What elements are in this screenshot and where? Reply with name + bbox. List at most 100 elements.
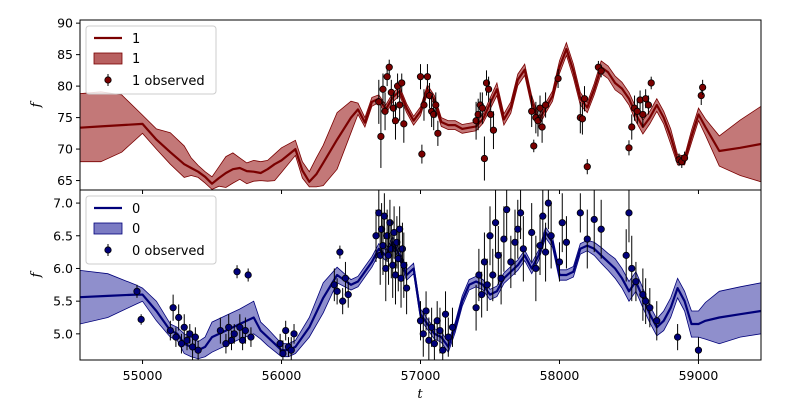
bottom-data-point	[376, 251, 384, 259]
bottom-data-point	[379, 241, 387, 250]
bottom-observed-point	[646, 288, 654, 328]
bottom-observed-point	[233, 265, 241, 279]
top-legend: 1 1 1 observed	[85, 25, 217, 95]
top-observed-point	[580, 86, 589, 112]
bottom-observed-point	[516, 190, 525, 240]
bottom-data-point	[536, 241, 544, 250]
top-y-tick-label: 75	[57, 110, 73, 125]
top-observed-point	[375, 79, 383, 124]
bottom-observed-point	[330, 268, 338, 302]
top-data-point	[418, 150, 426, 158]
top-legend-band-swatch	[93, 52, 123, 65]
bottom-data-point	[137, 315, 145, 324]
bottom-observed-point	[483, 258, 491, 311]
top-observed-point	[484, 76, 493, 102]
bottom-legend-point-swatch	[104, 246, 112, 254]
top-data-point	[580, 95, 589, 103]
bottom-data-point	[625, 209, 633, 217]
bottom-data-point	[428, 323, 436, 331]
bottom-legend-band-swatch	[93, 222, 123, 235]
bottom-observed-point	[694, 337, 703, 360]
bottom-observed-point	[191, 327, 199, 347]
bottom-observed-point	[528, 203, 536, 262]
top-observed-point	[379, 73, 387, 105]
bottom-observed-point	[225, 314, 233, 341]
bottom-legend-line-label: 0	[132, 202, 140, 217]
bottom-observed-point	[439, 330, 447, 360]
bottom-observed-point	[539, 190, 547, 249]
bottom-observed-point	[555, 242, 564, 282]
top-data-point	[639, 110, 647, 119]
top-observed-point	[480, 136, 489, 181]
bottom-observed-point	[172, 327, 180, 347]
bottom-observed-point	[403, 261, 411, 315]
bottom-data-point	[222, 340, 230, 348]
top-legend-point-swatch	[104, 76, 112, 84]
bottom-data-point	[394, 255, 402, 263]
top-data-point	[597, 67, 605, 75]
bottom-data-point	[133, 287, 141, 295]
bottom-observed-point	[133, 284, 141, 298]
top-observed-point	[541, 92, 550, 118]
top-data-point	[381, 107, 389, 115]
bottom-observed-point	[441, 291, 450, 338]
top-observed-point	[578, 103, 587, 135]
bottom-data-point	[336, 248, 344, 256]
top-observed-point	[385, 59, 393, 75]
top-data-point	[528, 107, 536, 115]
top-y-tick-label: 80	[57, 79, 73, 94]
top-legend-line-label: 1	[132, 32, 140, 47]
bottom-observed-point	[339, 288, 347, 315]
bottom-data-point	[562, 238, 571, 246]
top-data-point	[699, 83, 707, 91]
top-data-point	[383, 73, 391, 81]
top-observed-point	[383, 67, 391, 87]
bottom-observed-point	[279, 340, 287, 360]
top-observed-point	[398, 73, 406, 93]
bottom-data-point	[382, 264, 390, 273]
bottom-observed-point	[380, 193, 388, 240]
bottom-data-point	[632, 277, 640, 286]
bottom-data-point	[622, 251, 630, 259]
top-y-tick-label: 85	[57, 47, 73, 62]
bottom-data-point	[583, 235, 591, 243]
top-legend-observed-label: 1 observed	[132, 74, 205, 89]
top-data-point	[375, 98, 383, 106]
bottom-observed-point	[282, 320, 290, 341]
bottom-data-point	[183, 336, 191, 344]
top-data-point	[396, 101, 404, 109]
top-observed-point	[644, 95, 653, 115]
top-observed-point	[489, 111, 498, 150]
bottom-observed-point	[674, 324, 682, 351]
bottom-legend-box	[85, 195, 217, 265]
top-plot-area	[80, 41, 761, 190]
bottom-data-point	[393, 238, 401, 246]
bottom-data-point	[386, 219, 394, 227]
bottom-data-point	[175, 313, 183, 322]
bottom-data-point	[227, 336, 236, 344]
top-y-tick-label: 65	[57, 173, 73, 188]
bottom-observed-point	[169, 294, 177, 321]
bottom-data-point	[290, 330, 298, 338]
bottom-data-point	[439, 346, 447, 354]
bottom-observed-point	[389, 232, 397, 298]
bottom-data-point	[172, 333, 180, 341]
bottom-observed-point	[547, 203, 555, 269]
bottom-observed-point	[597, 199, 605, 259]
bottom-data-point	[287, 346, 295, 354]
top-observed-point	[420, 89, 428, 121]
top-data-point	[644, 101, 653, 109]
top-y-tick-label: 70	[57, 142, 73, 157]
top-data-point	[487, 110, 495, 119]
bottom-data-point	[387, 245, 395, 253]
top-observed-point	[536, 95, 544, 121]
x-tick-label: 56000	[262, 368, 302, 383]
bottom-data-point	[244, 271, 252, 279]
top-data-point	[647, 79, 655, 87]
bottom-observed-point	[622, 229, 630, 282]
bottom-data-point	[344, 291, 352, 299]
bottom-data-point	[576, 209, 584, 217]
top-observed-point	[528, 95, 536, 128]
top-y-tick-label: 90	[57, 16, 73, 31]
top-data-point	[541, 101, 550, 109]
